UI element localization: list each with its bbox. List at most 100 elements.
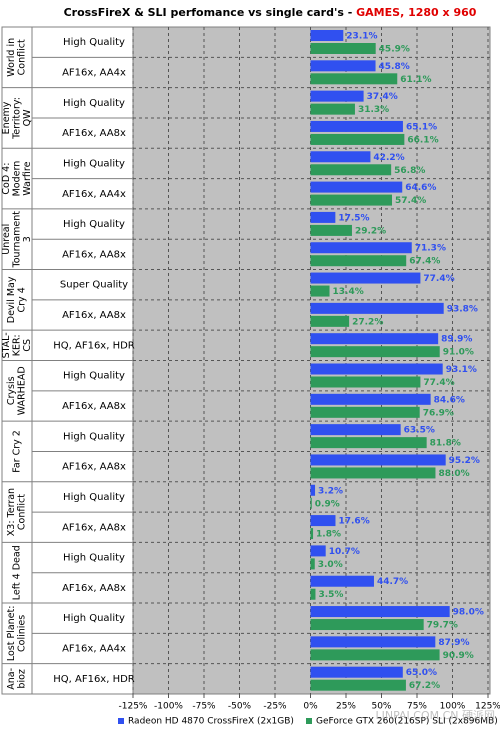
group-label: Conflict [17,494,28,530]
category-label: Super Quality [60,280,128,291]
value-label: 45.9% [379,45,410,55]
bar [310,151,371,163]
value-label: 81.8% [430,439,461,449]
value-label: 93.1% [446,365,477,375]
value-label: 77.4% [423,378,454,388]
value-label: 66.1% [407,135,438,145]
category-label: HQ, AF16x, HDR [53,340,135,351]
chart-title: CrossFireX & SLI perfomance vs single ca… [64,6,477,19]
bar [310,528,314,540]
value-label: 17.5% [338,213,369,223]
x-tick-label: -100% [154,702,183,712]
category-label: AF16x, AA4x [62,644,126,655]
value-label: 90.9% [443,651,474,661]
group-label: Ana- [6,668,17,690]
bar [310,346,440,358]
value-label: 87.9% [438,638,469,648]
bar [310,424,401,436]
legend-swatch [306,718,312,724]
value-label: 17.6% [338,517,369,527]
category-label: AF16x, AA8x [62,249,126,260]
group-label: World in [6,38,17,77]
watermark: LINPAI.COM.CN 硬派网 [375,709,495,722]
group-label: Cry 4 [17,287,28,312]
bar [310,588,316,600]
bar [310,484,316,496]
title-highlight: GAMES, 1280 x 960 [356,6,477,19]
bar [310,60,376,72]
x-tick-label: 100% [440,702,466,712]
value-label: 79.7% [427,621,458,631]
value-label: 63.5% [404,426,435,436]
bar [310,194,393,206]
bar [310,545,326,557]
value-label: 67.4% [409,257,440,267]
legend-label: GeForce GTX 260(216SP) SLI (2x896MB) [316,717,498,727]
bar [310,242,412,254]
value-label: 64.6% [405,183,436,193]
x-tick-label: -50% [228,702,252,712]
bar [310,211,336,223]
value-label: 93.8% [447,304,478,314]
title-text: CrossFireX & SLI perfomance vs single ca… [64,6,357,19]
bar [310,120,403,132]
group-label: QW [22,109,33,126]
group-label: Conflict [17,39,28,75]
value-label: 84.6% [434,395,465,405]
x-tick-label: 75% [407,702,427,712]
value-label: 57.4% [395,196,426,206]
bar [310,406,420,418]
bar [310,575,374,587]
bar [310,30,344,41]
value-label: 3.5% [318,590,343,600]
category-label: High Quality [63,553,125,564]
x-tick-label: 25% [336,702,356,712]
category-label: HQ, AF16x, HDR [53,674,135,685]
bar [310,636,436,648]
value-label: 44.7% [377,577,408,587]
bar [310,224,352,236]
bar [310,133,405,145]
group-label: 3 [22,236,33,242]
x-tick-label: -125% [119,702,148,712]
x-tick-label: -75% [192,702,216,712]
group-label: WARHEAD [17,366,28,415]
bar [310,666,403,678]
value-label: 65.1% [406,122,437,132]
value-label: 98.0% [453,608,484,618]
bar [310,255,407,267]
group-label: Far Cry 2 [12,430,23,473]
category-label: High Quality [63,219,125,230]
bar [310,393,431,405]
bar [310,272,421,284]
value-label: 76.9% [423,408,454,418]
bar [310,619,424,631]
bar [310,285,330,297]
bar [310,454,446,466]
value-label: 45.8% [379,62,410,72]
group-label: KER: [12,334,23,356]
category-label: AF16x, AA8x [62,583,126,594]
bar [310,515,336,527]
value-label: 42.2% [373,153,404,163]
group-label: Lost Planet: [6,606,17,662]
x-tick-label: 50% [371,702,391,712]
group-label: Tournament [12,211,23,269]
category-label: AF16x, AA4x [62,67,126,78]
category-label: AF16x, AA8x [62,522,126,533]
value-label: 95.2% [449,456,480,466]
legend-label: Radeon HD 4870 CrossFireX (2x1GB) [128,717,294,727]
bar [310,606,450,618]
bar [310,437,427,449]
x-tick-label: 0% [303,702,318,712]
bar [310,467,436,479]
group-label: Warfire [22,161,33,195]
bar [310,181,403,193]
bar [310,376,421,388]
value-label: 10.7% [329,547,360,557]
group-label: Crysis [6,376,17,405]
category-label: AF16x, AA8x [62,401,126,412]
group-label: Enemy [1,101,12,134]
category-label: High Quality [63,158,125,169]
